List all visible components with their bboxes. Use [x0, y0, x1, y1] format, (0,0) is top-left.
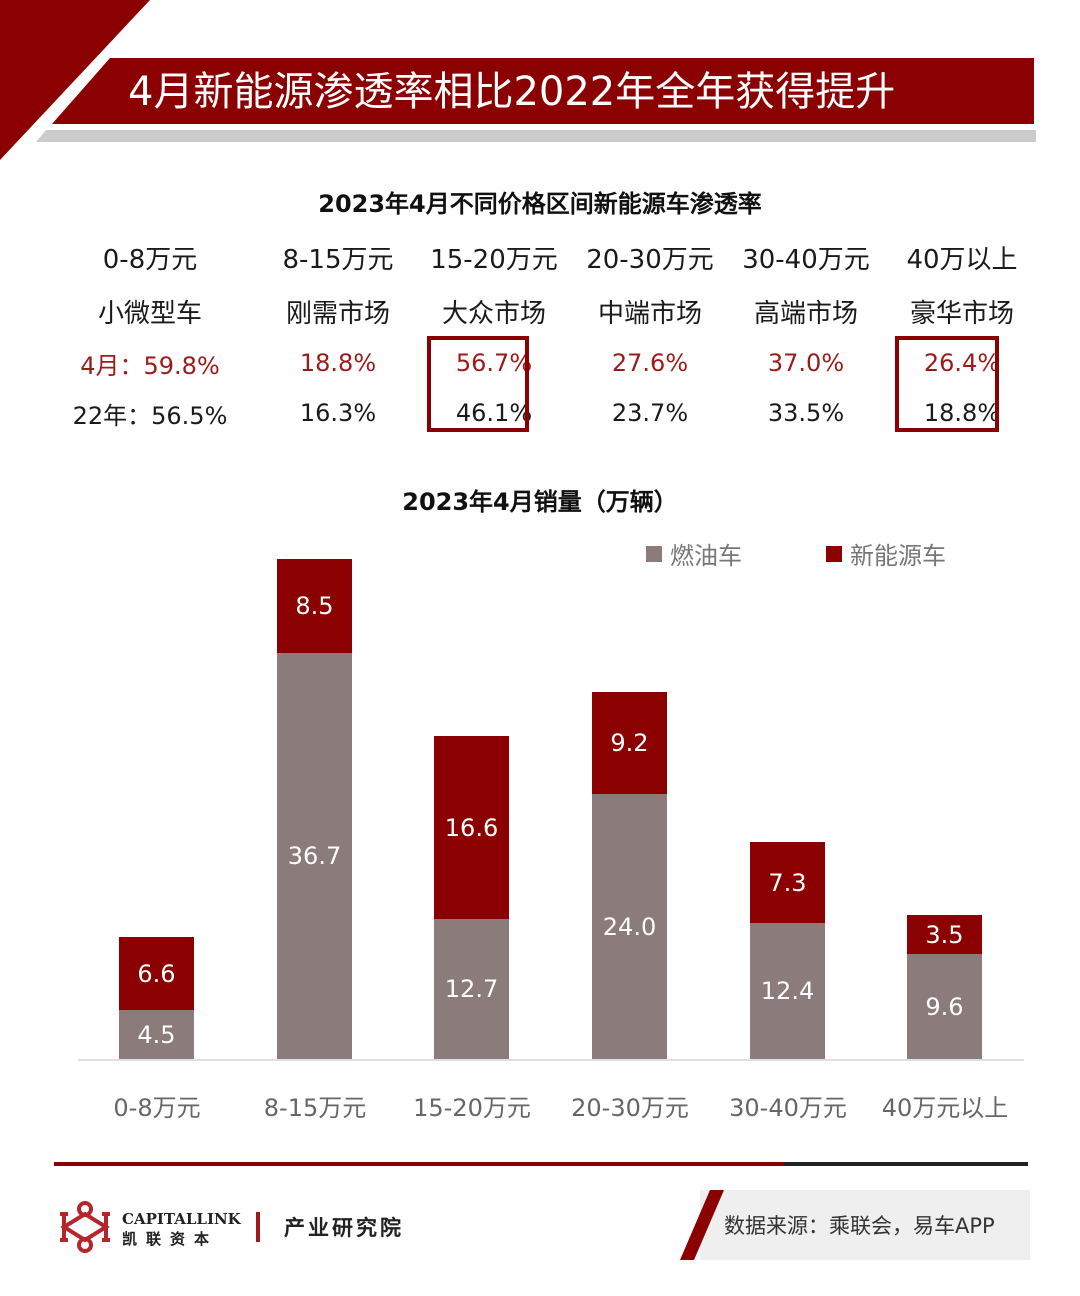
april-value: 18.8% [299, 349, 377, 377]
bar-segment-ice: 12.4 [750, 923, 825, 1059]
x-tick-label: 40万元以上 [881, 1094, 1009, 1122]
segment: 高端市场 [753, 298, 858, 329]
bar-8-15: 8.5 36.7 [277, 559, 352, 1059]
segment: 小微型车 [97, 298, 202, 329]
x-axis-line [78, 1059, 1024, 1061]
legend-swatch-nev-icon [826, 545, 842, 562]
x-tick-label: 30-40万元 [729, 1094, 847, 1122]
april-value: 59.8% [143, 351, 220, 380]
source-box [700, 1190, 1030, 1260]
legend-label: 新能源车 [850, 542, 946, 570]
bar-segment-nev: 3.5 [907, 915, 982, 954]
y2022-value: 23.7% [611, 399, 689, 427]
price-range: 40万以上 [906, 244, 1018, 275]
bar-segment-ice: 36.7 [277, 653, 352, 1059]
price-range: 0-8万元 [102, 244, 198, 275]
data-source: 数据来源：乘联会，易车APP [724, 1214, 995, 1238]
x-tick-label: 0-8万元 [113, 1094, 201, 1122]
bar-segment-nev: 16.6 [434, 736, 509, 919]
bar-30-40: 7.3 12.4 [750, 842, 825, 1059]
x-tick-label: 20-30万元 [571, 1094, 689, 1122]
april-label: 4月： [80, 351, 144, 380]
bar-segment-ice: 9.6 [907, 954, 982, 1059]
highlight-box-mass-market [427, 336, 529, 432]
legend-item-ice: 燃油车 [646, 536, 742, 571]
april-value: 27.6% [611, 349, 689, 377]
y2022-cell: 22年：56.5% [40, 396, 260, 431]
x-tick-label: 15-20万元 [413, 1094, 531, 1122]
bar-segment-ice: 12.7 [434, 919, 509, 1059]
legend-swatch-ice-icon [646, 545, 662, 562]
footer-rule-dark [784, 1162, 1028, 1166]
sales-title: 2023年4月销量（万辆） [402, 488, 678, 516]
price-range: 20-30万元 [586, 244, 714, 275]
x-tick-label: 8-15万元 [263, 1094, 367, 1122]
brand-name-en: CAPITALLINK [122, 1210, 241, 1228]
bar-0-8: 6.6 4.5 [119, 937, 194, 1059]
y2022-row: 22年：56.5% 16.3% 46.1% 23.7% 33.5% 18.8% [40, 388, 1040, 438]
price-range: 15-20万元 [430, 244, 558, 275]
page-title: 4月新能源渗透率相比2022年全年获得提升 [128, 69, 896, 115]
highlight-box-luxury-market [895, 336, 999, 432]
segment: 大众市场 [441, 298, 546, 329]
y2022-value: 16.3% [299, 399, 377, 427]
april-value: 56.7% [455, 349, 533, 377]
april-value: 26.4% [923, 349, 1001, 377]
title-banner [52, 58, 1034, 124]
segment: 刚需市场 [285, 298, 390, 329]
bar-15-20: 16.6 12.7 [434, 736, 509, 1059]
footer-rule-red [54, 1162, 784, 1166]
april-cell: 4月：59.8% [40, 346, 260, 381]
legend-item-nev: 新能源车 [826, 536, 946, 571]
institute-name: 产业研究院 [284, 1215, 404, 1240]
y2022-value: 46.1% [455, 399, 533, 427]
segment-row: 小微型车 刚需市场 大众市场 中端市场 高端市场 豪华市场 [40, 284, 1040, 338]
penetration-title: 2023年4月不同价格区间新能源车渗透率 [318, 190, 762, 218]
y2022-value: 56.5% [151, 401, 228, 430]
bar-segment-nev: 8.5 [277, 559, 352, 653]
bar-segment-nev: 9.2 [592, 692, 667, 794]
price-range-row: 0-8万元 8-15万元 15-20万元 20-30万元 30-40万元 40万… [40, 230, 1040, 284]
legend-label: 燃油车 [670, 542, 742, 570]
penetration-table: 0-8万元 8-15万元 15-20万元 20-30万元 30-40万元 40万… [40, 230, 1040, 438]
y2022-value: 33.5% [767, 399, 845, 427]
footer-separator [256, 1212, 260, 1242]
brand-name-cn: 凯联资本 [122, 1230, 219, 1248]
bar-40-plus: 3.5 9.6 [907, 915, 982, 1059]
price-range: 30-40万元 [742, 244, 870, 275]
price-range: 8-15万元 [282, 244, 394, 275]
april-row: 4月：59.8% 18.8% 56.7% 27.6% 37.0% 26.4% [40, 338, 1040, 388]
segment: 中端市场 [597, 298, 702, 329]
capitallink-logo-icon [60, 1201, 110, 1253]
bar-segment-nev: 7.3 [750, 842, 825, 923]
bar-segment-nev: 6.6 [119, 937, 194, 1010]
bar-20-30: 9.2 24.0 [592, 692, 667, 1059]
bar-segment-ice: 24.0 [592, 794, 667, 1059]
bar-segment-ice: 4.5 [119, 1010, 194, 1059]
title-shadow [36, 130, 1036, 142]
y2022-value: 18.8% [923, 399, 1001, 427]
segment: 豪华市场 [909, 298, 1014, 329]
y2022-label: 22年： [72, 401, 152, 430]
april-value: 37.0% [767, 349, 845, 377]
